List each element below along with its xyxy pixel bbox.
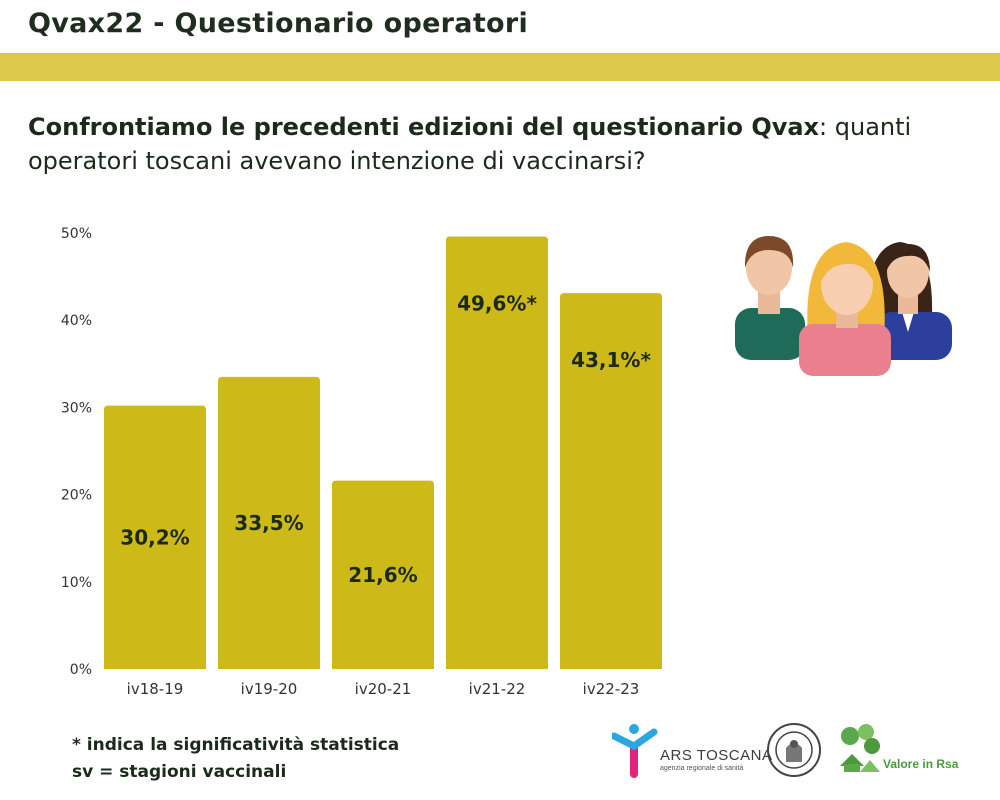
bar-chart: 0% 10% 20% 30% 40% 50% 30,2% iv18-19 33,5% iv19-2… (61, 226, 662, 698)
y-tick-label: 10% (61, 575, 92, 591)
chart-question: Confrontiamo le precedenti edizioni del … (28, 110, 988, 178)
y-tick-label: 0% (70, 662, 92, 678)
valore-in-rsa-logo-icon (840, 724, 880, 772)
y-tick-label: 20% (61, 488, 92, 504)
header-band (0, 53, 1000, 81)
bar-value-label: 30,2% (120, 525, 189, 549)
y-tick-label: 40% (61, 313, 92, 329)
bar-value-label: 33,5% (234, 511, 303, 535)
bar (446, 236, 548, 669)
people-illustration-icon (735, 236, 952, 376)
x-tick-label: iv21-22 (469, 680, 526, 698)
y-tick-label: 30% (61, 400, 92, 416)
x-tick-label: iv20-21 (355, 680, 412, 698)
bar (332, 480, 434, 669)
bar-value-label: 49,6%* (457, 291, 537, 315)
bar-value-label: 21,6% (348, 563, 417, 587)
rsa-logo-name: Valore in Rsa (883, 757, 959, 771)
x-tick-label: iv22-23 (583, 680, 640, 698)
ars-logo-icon (612, 724, 658, 778)
ars-logo-subtitle: agenzia regionale di sanità (660, 765, 744, 772)
question-bold: Confrontiamo le precedenti edizioni del … (28, 113, 820, 141)
bar (560, 293, 662, 669)
footnotes: * indica la significatività statistica s… (72, 732, 399, 786)
bar (104, 405, 206, 669)
page-title: Qvax22 - Questionario operatori (28, 8, 529, 39)
ars-logo-name: ARS TOSCANA (660, 747, 773, 764)
y-tick-label: 50% (61, 226, 92, 242)
x-tick-label: iv18-19 (127, 680, 184, 698)
bar-value-label: 43,1%* (571, 348, 651, 372)
bar (218, 376, 320, 669)
footnote-sv: sv = stagioni vaccinali (72, 762, 287, 782)
x-tick-label: iv19-20 (241, 680, 298, 698)
footnote-significance: * indica la significatività statistica (72, 735, 400, 755)
university-seal-icon (767, 723, 821, 777)
question-rest: : quanti operatori toscani avevano inten… (28, 113, 912, 175)
